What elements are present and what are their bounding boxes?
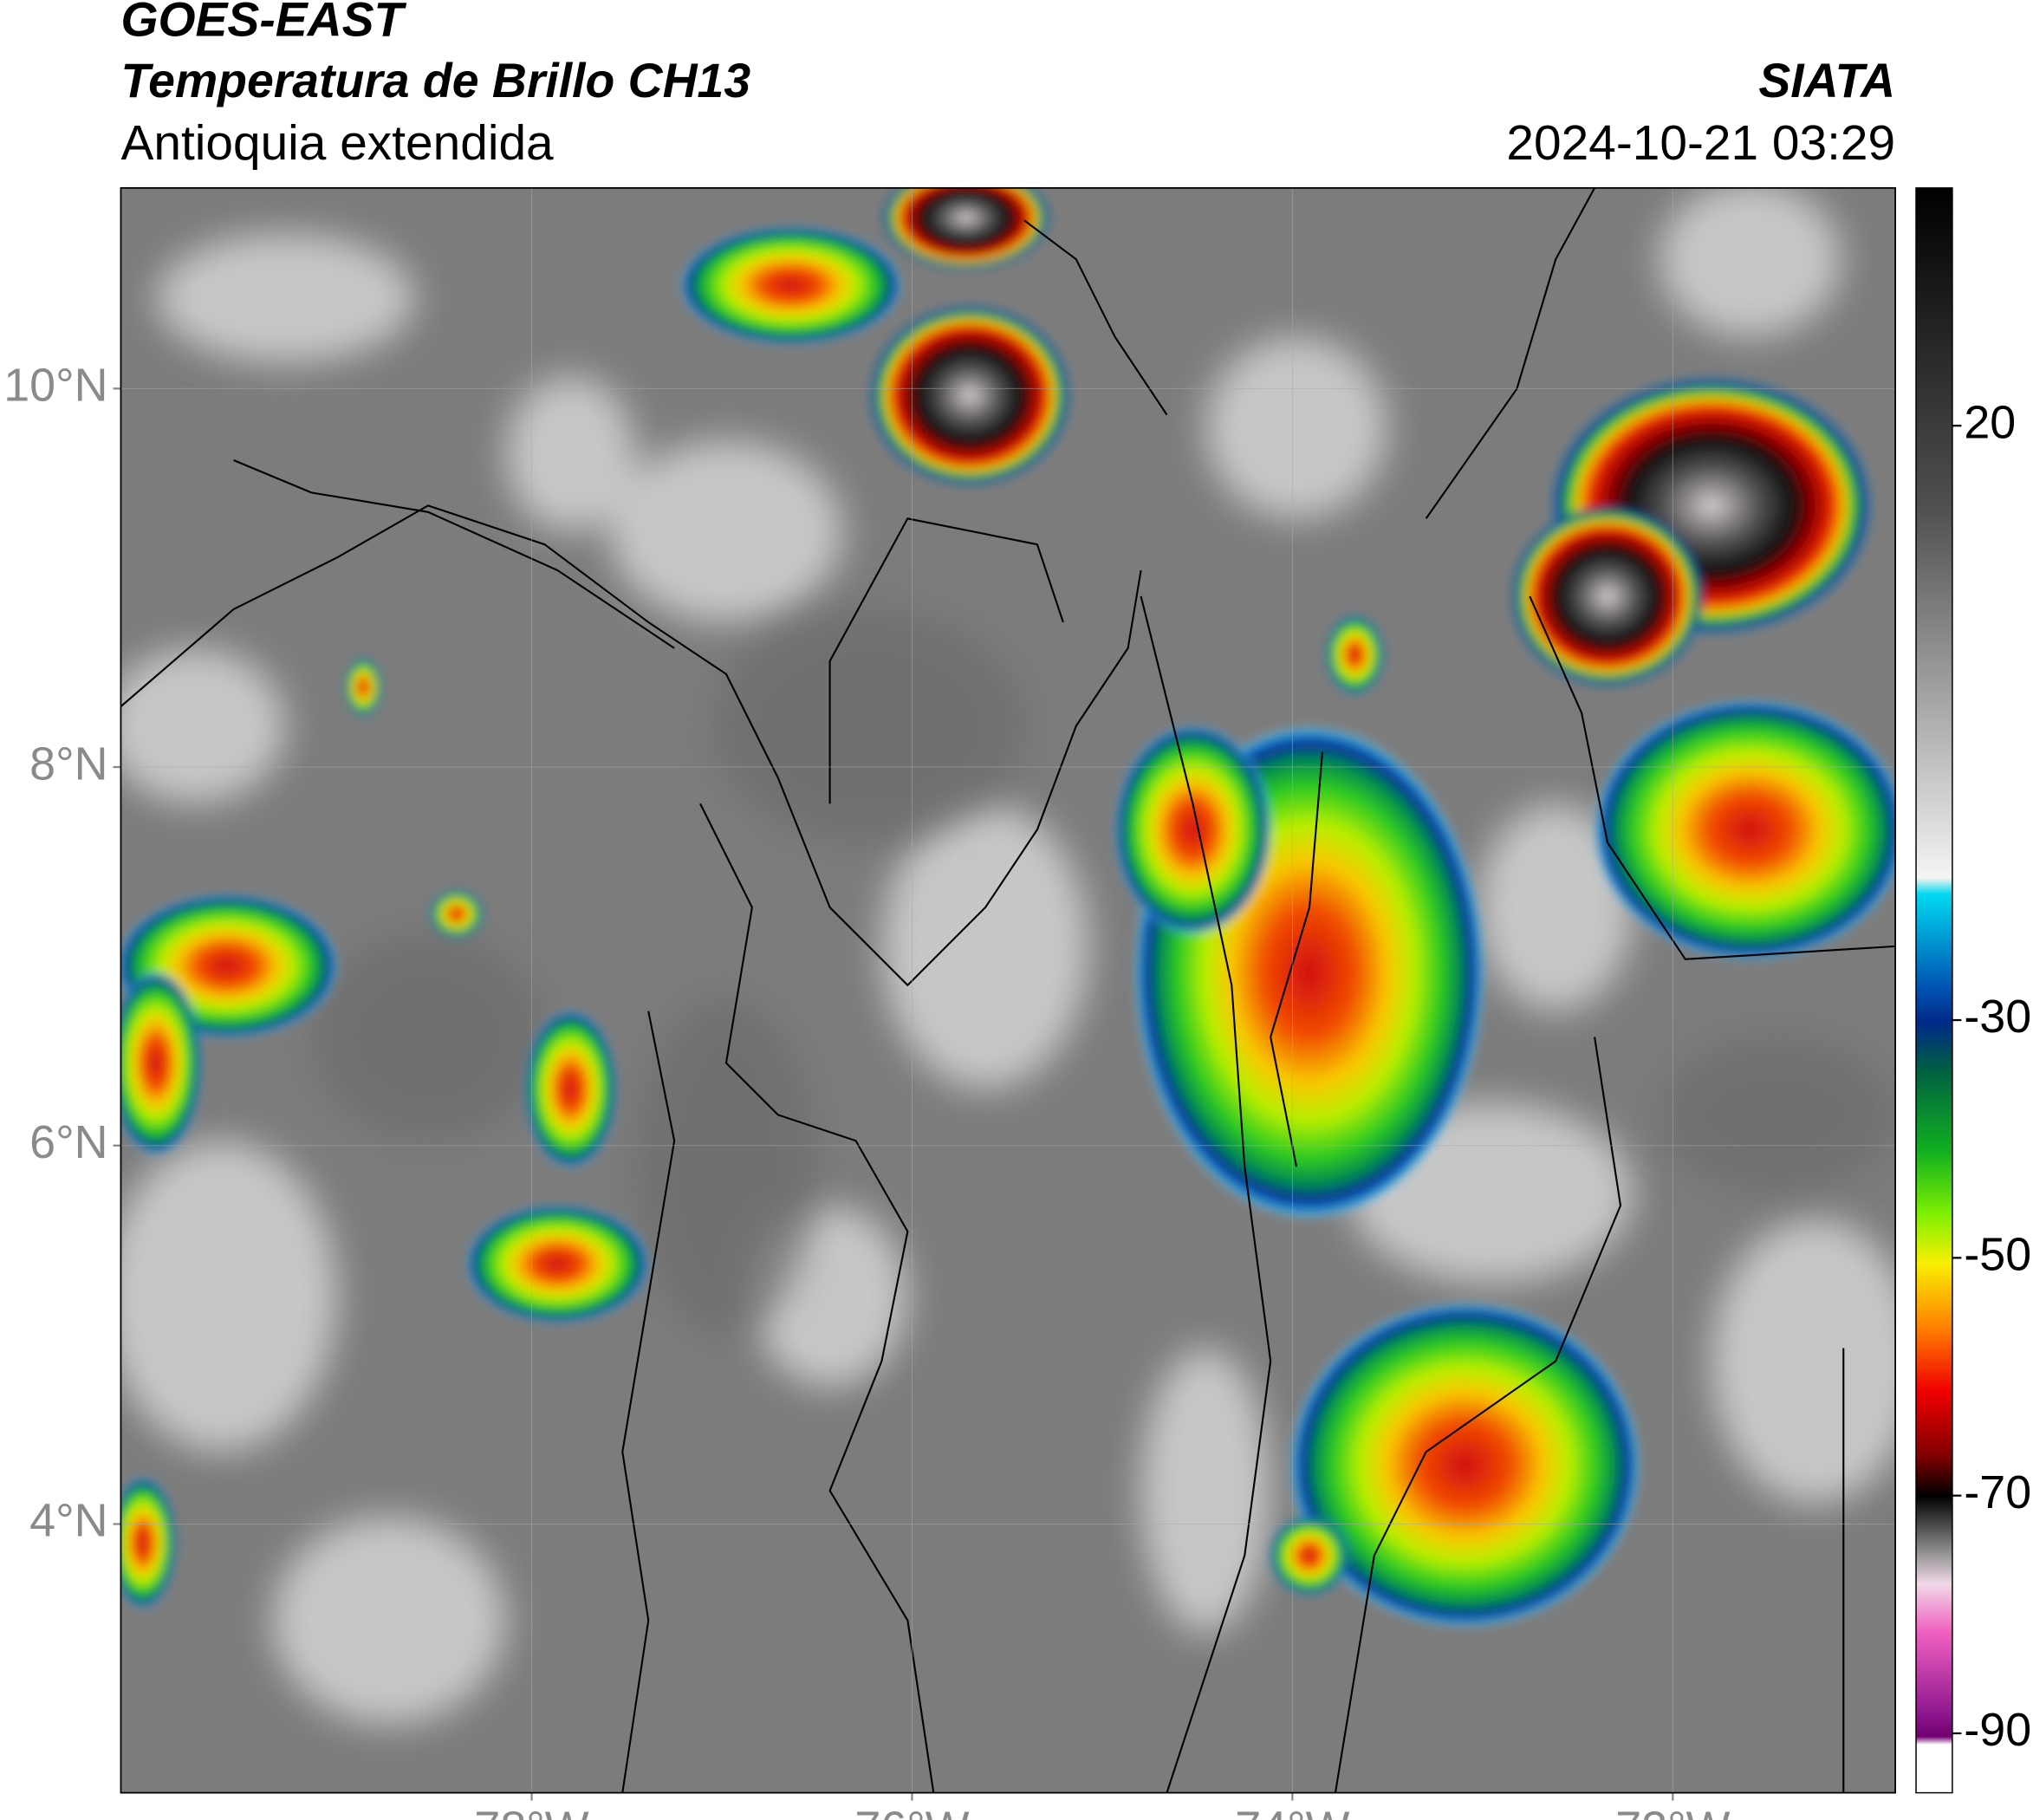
y-tick-label: 4°N xyxy=(29,1495,107,1547)
colorbar-tick-label: -30 xyxy=(1964,991,2031,1043)
satellite-image xyxy=(120,187,1896,1793)
source: SIATA xyxy=(1758,54,1895,107)
colorbar-tick-label: -90 xyxy=(1964,1704,2031,1756)
x-tick-label: 76°W xyxy=(854,1803,969,1820)
timestamp: 2024-10-21 03:29 xyxy=(1506,116,1895,171)
x-tick-label: 72°W xyxy=(1615,1803,1730,1820)
colorbar xyxy=(1915,187,1953,1794)
x-tick-label: 74°W xyxy=(1235,1803,1349,1820)
y-tick-label: 8°N xyxy=(29,738,107,790)
x-tick-label: 78°W xyxy=(474,1803,588,1820)
map-frame xyxy=(120,186,1896,1794)
y-tick-label: 6°N xyxy=(29,1116,107,1168)
colorbar-tick-label: -50 xyxy=(1964,1229,2031,1281)
colorbar-ticks: 20 -30 -50 -70 -90 xyxy=(1952,396,2031,1756)
colorbar-tick-label: -70 xyxy=(1964,1466,2031,1518)
graticule: 78°W 76°W 74°W 72°W 10°N 8°N 6°N 4°N xyxy=(3,187,1896,1820)
y-tick-label: 10°N xyxy=(3,360,107,412)
subtitle: Temperatura de Brillo CH13 xyxy=(120,54,750,107)
colorbar-tick-label: 20 xyxy=(1964,396,2016,448)
title: GOES-EAST xyxy=(120,0,406,47)
region: Antioquia extendida xyxy=(120,116,554,171)
